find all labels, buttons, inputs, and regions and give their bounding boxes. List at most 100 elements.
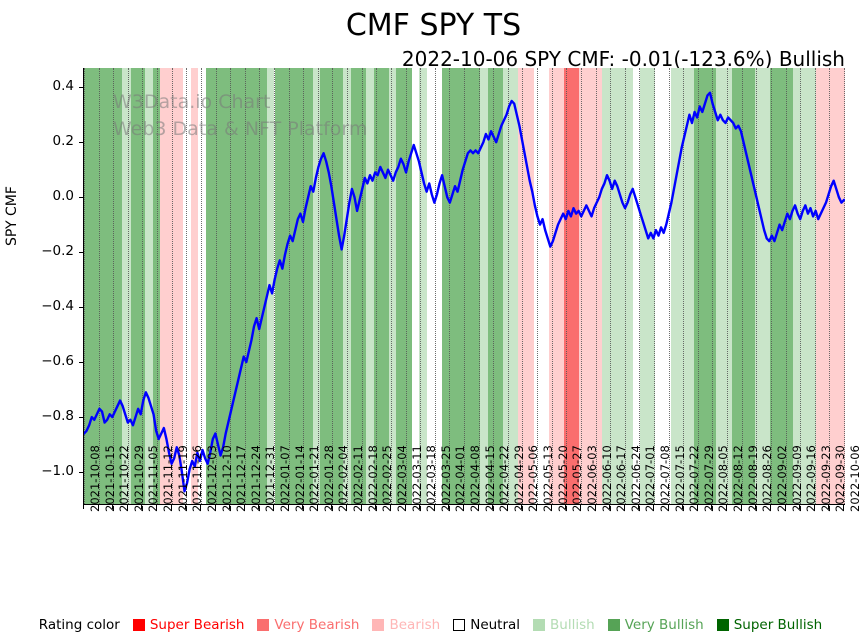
rating-band <box>274 68 313 504</box>
x-tick-mark <box>550 505 552 509</box>
x-tick-mark <box>346 505 348 509</box>
x-tick-label: 2022-08-19 <box>745 445 760 512</box>
x-tick-mark <box>463 505 464 509</box>
rating-band <box>320 68 344 504</box>
rating-band <box>84 68 123 504</box>
x-tick-label: 2022-09-09 <box>789 445 804 512</box>
gridline <box>200 68 202 504</box>
x-tick-label: 2022-03-04 <box>394 445 409 512</box>
legend-title: Rating color <box>38 617 120 633</box>
gridline <box>390 68 392 504</box>
y-tick-mark <box>79 472 83 474</box>
legend-item[interactable]: Very Bullish <box>607 617 704 633</box>
rating-band <box>419 68 427 504</box>
legend-item[interactable]: Super Bearish <box>132 617 244 633</box>
gridline <box>537 68 539 504</box>
legend-item[interactable]: Bullish <box>533 617 595 633</box>
gridline <box>259 68 261 504</box>
x-tick-label: 2022-05-13 <box>541 445 556 512</box>
gridline <box>493 68 495 504</box>
x-tick-label: 2021-11-19 <box>175 445 190 512</box>
y-tick-label: −0.4 <box>41 298 74 315</box>
chart-subtitle: 2022-10-06 SPY CMF: -0.01(-123.6%) Bulli… <box>401 47 845 71</box>
rating-band <box>160 68 184 504</box>
gridline <box>464 68 465 504</box>
gridline <box>127 68 129 504</box>
gridline <box>668 68 670 504</box>
gridline <box>741 68 743 504</box>
x-tick-mark <box>579 505 581 509</box>
x-tick-label: 2022-08-05 <box>716 445 731 512</box>
x-tick-label: 2022-07-01 <box>643 445 658 512</box>
legend-label: Neutral <box>470 617 521 633</box>
legend-item[interactable]: Super Bullish <box>716 617 822 633</box>
legend-item[interactable]: Very Bearish <box>257 617 359 633</box>
x-tick-mark <box>331 505 333 509</box>
gridline <box>186 68 188 504</box>
rating-band <box>792 68 816 504</box>
x-tick-label: 2022-02-11 <box>351 445 366 512</box>
legend-item[interactable]: Bearish <box>372 617 440 633</box>
gridline <box>171 68 173 504</box>
y-tick-mark <box>79 142 83 144</box>
gridline <box>361 68 363 504</box>
rating-band <box>388 68 397 504</box>
gridline <box>580 68 582 504</box>
x-tick-mark <box>755 505 757 509</box>
x-tick-mark <box>653 505 654 509</box>
x-tick-mark <box>316 505 318 509</box>
gridline <box>844 68 845 504</box>
rating-band <box>769 68 793 504</box>
rating-band <box>396 68 412 504</box>
rating-band <box>754 68 770 504</box>
x-tick-mark <box>696 505 698 509</box>
y-tick-mark <box>79 417 83 419</box>
legend-label: Bearish <box>389 617 441 633</box>
x-tick-label: 2022-04-15 <box>482 445 497 512</box>
gridline <box>230 68 232 504</box>
x-tick-mark <box>404 505 406 509</box>
x-tick-label: 2022-09-16 <box>804 445 819 512</box>
rating-band <box>442 68 481 504</box>
rating-band <box>426 68 443 504</box>
rating-band <box>693 68 717 504</box>
gridline <box>113 68 115 504</box>
gridline <box>595 68 597 504</box>
x-tick-mark <box>126 505 128 509</box>
gridline <box>317 68 319 504</box>
gridline <box>566 68 568 504</box>
gridline <box>332 68 334 504</box>
x-tick-mark <box>302 505 304 509</box>
y-tick-label: −0.6 <box>41 353 74 370</box>
rating-band <box>198 68 206 504</box>
x-tick-mark <box>799 505 801 509</box>
x-tick-label: 2022-06-24 <box>628 445 643 512</box>
y-tick-label: 0.0 <box>52 188 74 205</box>
plot-area: W3Data.io Chart Web3 Data & NFT Platform <box>83 68 845 505</box>
y-tick-mark <box>79 252 83 254</box>
y-tick-mark <box>79 362 83 364</box>
gridline <box>654 68 655 504</box>
legend-item[interactable]: Neutral <box>453 617 520 633</box>
x-tick-mark <box>112 505 114 509</box>
rating-band <box>312 68 321 504</box>
gridline <box>434 68 436 504</box>
gridline <box>303 68 305 504</box>
rating-band <box>480 68 488 504</box>
x-tick-mark <box>828 505 830 509</box>
x-tick-mark <box>170 505 172 509</box>
x-tick-label: 2021-12-17 <box>234 445 249 512</box>
rating-band <box>602 68 633 504</box>
x-tick-label: 2022-02-18 <box>365 445 380 512</box>
rating-band <box>564 68 580 504</box>
x-tick-mark <box>360 505 362 509</box>
x-tick-mark <box>843 505 844 509</box>
gridline <box>405 68 407 504</box>
series-path <box>84 91 845 493</box>
x-tick-mark <box>536 505 538 509</box>
x-tick-mark <box>784 505 786 509</box>
x-tick-label: 2022-04-01 <box>453 445 468 512</box>
x-tick-label: 2022-08-26 <box>760 445 775 512</box>
x-tick-label: 2022-01-14 <box>292 445 307 512</box>
gridline <box>420 68 422 504</box>
